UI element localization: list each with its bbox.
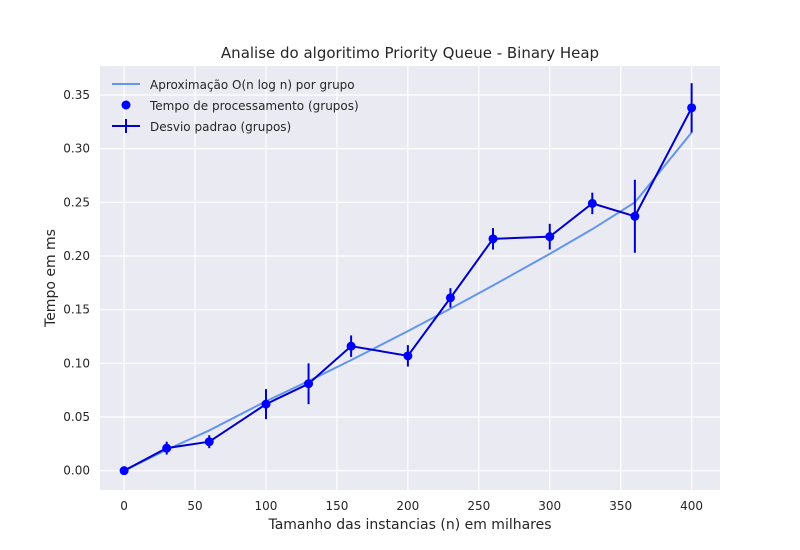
y-tick-label: 0.00 <box>63 464 90 478</box>
x-axis-ticks: 0 50 100 150 200 250 300 350 400 <box>120 499 703 513</box>
scatter-point <box>587 198 597 208</box>
y-tick-label: 0.25 <box>63 195 90 209</box>
scatter-point <box>162 443 172 453</box>
scatter-point <box>304 379 314 389</box>
y-tick-label: 0.20 <box>63 249 90 263</box>
y-tick-label: 0.30 <box>63 142 90 156</box>
scatter-point <box>204 437 214 447</box>
scatter-point <box>545 232 555 242</box>
series-layer <box>119 83 697 476</box>
x-tick-label: 100 <box>255 499 278 513</box>
y-tick-label: 0.15 <box>63 303 90 317</box>
plot-background <box>100 66 720 490</box>
x-tick-label: 150 <box>325 499 348 513</box>
x-tick-label: 200 <box>396 499 419 513</box>
scatter-point <box>119 466 129 476</box>
legend: Aproximação O(n log n) por grupo Tempo d… <box>112 78 359 134</box>
scatter-point <box>261 399 271 409</box>
x-tick-label: 50 <box>187 499 202 513</box>
x-tick-label: 400 <box>680 499 703 513</box>
y-axis-label: Tempo em ms <box>43 229 59 328</box>
scatter-point <box>488 234 498 244</box>
y-axis-ticks: 0.00 0.05 0.10 0.15 0.20 0.25 0.30 0.35 <box>63 88 90 478</box>
series-line-fit <box>123 131 693 472</box>
scatter-point <box>403 351 413 361</box>
y-tick-label: 0.35 <box>63 88 90 102</box>
scatter-point <box>630 211 640 221</box>
y-tick-label: 0.10 <box>63 356 90 370</box>
legend-label-errorbar: Desvio padrao (grupos) <box>150 120 291 134</box>
x-tick-label: 250 <box>467 499 490 513</box>
legend-label-fit-line: Aproximação O(n log n) por grupo <box>150 78 355 92</box>
legend-label-scatter: Tempo de processamento (grupos) <box>149 99 359 113</box>
scatter-point <box>445 293 455 303</box>
x-axis-label: Tamanho das instancias (n) em milhares <box>267 517 551 533</box>
grid <box>100 66 720 490</box>
chart-title: Analise do algoritimo Priority Queue - B… <box>221 44 599 62</box>
x-tick-label: 350 <box>609 499 632 513</box>
scatter-point <box>687 103 697 113</box>
y-tick-label: 0.05 <box>63 410 90 424</box>
legend-swatch-scatter <box>121 100 131 110</box>
x-tick-label: 0 <box>120 499 128 513</box>
x-tick-label: 300 <box>538 499 561 513</box>
scatter-point <box>346 341 356 351</box>
